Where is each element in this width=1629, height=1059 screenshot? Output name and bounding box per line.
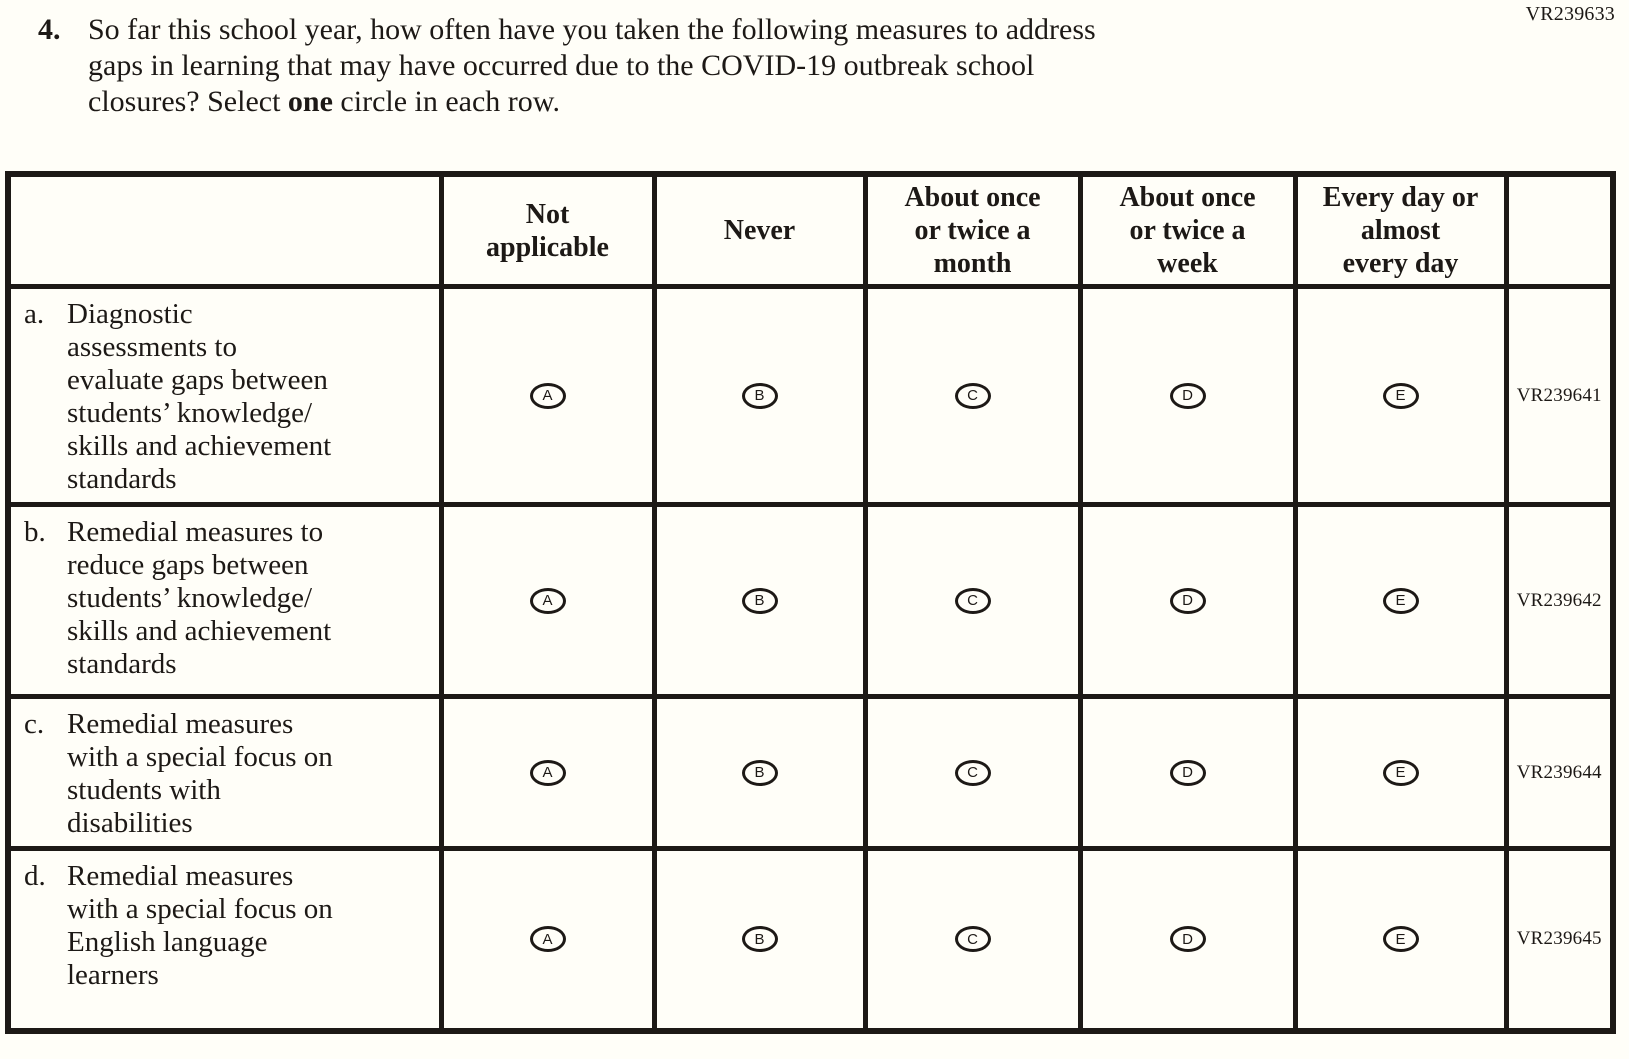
row-label-text: Remedial measures to reduce gaps between…	[67, 516, 332, 680]
answer-circle-b[interactable]: B	[741, 759, 778, 786]
table-row-b: b. Remedial measures to reduce gaps betwe…	[5, 502, 1616, 699]
answer-circle-d[interactable]: D	[1169, 926, 1206, 953]
answer-circle-e[interactable]: E	[1382, 926, 1419, 953]
answer-circle-c[interactable]: C	[954, 926, 991, 953]
vr-code: VR239645	[1503, 846, 1616, 1033]
row-letter: d.	[24, 860, 46, 892]
question-number: 4.	[38, 13, 61, 46]
answer-circle-a[interactable]: A	[529, 759, 566, 786]
option-cell: D	[1077, 694, 1298, 851]
answer-circle-b[interactable]: B	[741, 382, 778, 409]
answer-circle-b[interactable]: B	[741, 926, 778, 953]
row-letter: c.	[24, 708, 45, 740]
question-text-end: circle in each row.	[332, 85, 561, 118]
answer-circle-a[interactable]: A	[529, 926, 566, 953]
question-text-start: So far this school year, how often have …	[88, 13, 1096, 118]
vr-code: VR239642	[1503, 502, 1616, 699]
answer-circle-b[interactable]: B	[741, 587, 778, 614]
question-block: 4. So far this school year, how often ha…	[38, 12, 1418, 120]
page-code: VR239633	[1525, 3, 1615, 25]
option-cell: D	[1077, 846, 1298, 1033]
column-header-once-twice-month: About once or twice a month	[862, 171, 1083, 289]
answer-circle-c[interactable]: C	[954, 759, 991, 786]
row-label-cell: d. Remedial measures with a special focus…	[5, 846, 444, 1033]
vr-code: VR239641	[1503, 284, 1616, 507]
empty-header-cell	[1503, 171, 1616, 289]
option-cell: C	[862, 694, 1083, 851]
answer-circle-a[interactable]: A	[529, 382, 566, 409]
option-cell: A	[438, 502, 657, 699]
option-cell: A	[438, 284, 657, 507]
option-cell: A	[438, 846, 657, 1033]
option-cell: B	[651, 502, 868, 699]
header-row: Not applicable Never About once or twice…	[5, 171, 1616, 289]
option-cell: E	[1292, 502, 1509, 699]
answer-circle-e[interactable]: E	[1382, 587, 1419, 614]
answer-circle-c[interactable]: C	[954, 587, 991, 614]
empty-header-cell	[5, 171, 444, 289]
option-cell: D	[1077, 502, 1298, 699]
row-label-text: Diagnostic assessments to evaluate gaps …	[67, 298, 332, 495]
table-row-a: a. Diagnostic assessments to evaluate gap…	[5, 284, 1616, 507]
column-header-not-applicable: Not applicable	[438, 171, 657, 289]
option-cell: E	[1292, 846, 1509, 1033]
answer-circle-d[interactable]: D	[1169, 382, 1206, 409]
question-text: So far this school year, how often have …	[88, 12, 1418, 120]
response-matrix-table: Not applicable Never About once or twice…	[5, 171, 1616, 1034]
table-row-c: c. Remedial measures with a special focus…	[5, 694, 1616, 851]
row-label-text: Remedial measures with a special focus o…	[67, 860, 333, 991]
question-bold-word: one	[287, 85, 333, 118]
answer-circle-a[interactable]: A	[529, 587, 566, 614]
answer-circle-d[interactable]: D	[1169, 587, 1206, 614]
option-cell: A	[438, 694, 657, 851]
answer-circle-e[interactable]: E	[1382, 382, 1419, 409]
vr-code: VR239644	[1503, 694, 1616, 851]
row-letter: a.	[24, 298, 45, 330]
option-cell: B	[651, 694, 868, 851]
row-label-text: Remedial measures with a special focus o…	[67, 708, 333, 839]
option-cell: C	[862, 284, 1083, 507]
table-row-d: d. Remedial measures with a special focus…	[5, 846, 1616, 1033]
column-header-never: Never	[651, 171, 868, 289]
option-cell: C	[862, 502, 1083, 699]
answer-circle-c[interactable]: C	[954, 382, 991, 409]
column-header-every-day: Every day or almost every day	[1292, 171, 1509, 289]
row-label-cell: b. Remedial measures to reduce gaps betwe…	[5, 502, 444, 699]
answer-circle-e[interactable]: E	[1382, 759, 1419, 786]
row-label-cell: a. Diagnostic assessments to evaluate gap…	[5, 284, 444, 507]
answer-circle-d[interactable]: D	[1169, 759, 1206, 786]
option-cell: D	[1077, 284, 1298, 507]
row-letter: b.	[24, 516, 46, 548]
option-cell: B	[651, 846, 868, 1033]
column-header-once-twice-week: About once or twice a week	[1077, 171, 1298, 289]
option-cell: E	[1292, 284, 1509, 507]
option-cell: E	[1292, 694, 1509, 851]
option-cell: B	[651, 284, 868, 507]
option-cell: C	[862, 846, 1083, 1033]
row-label-cell: c. Remedial measures with a special focus…	[5, 694, 444, 851]
